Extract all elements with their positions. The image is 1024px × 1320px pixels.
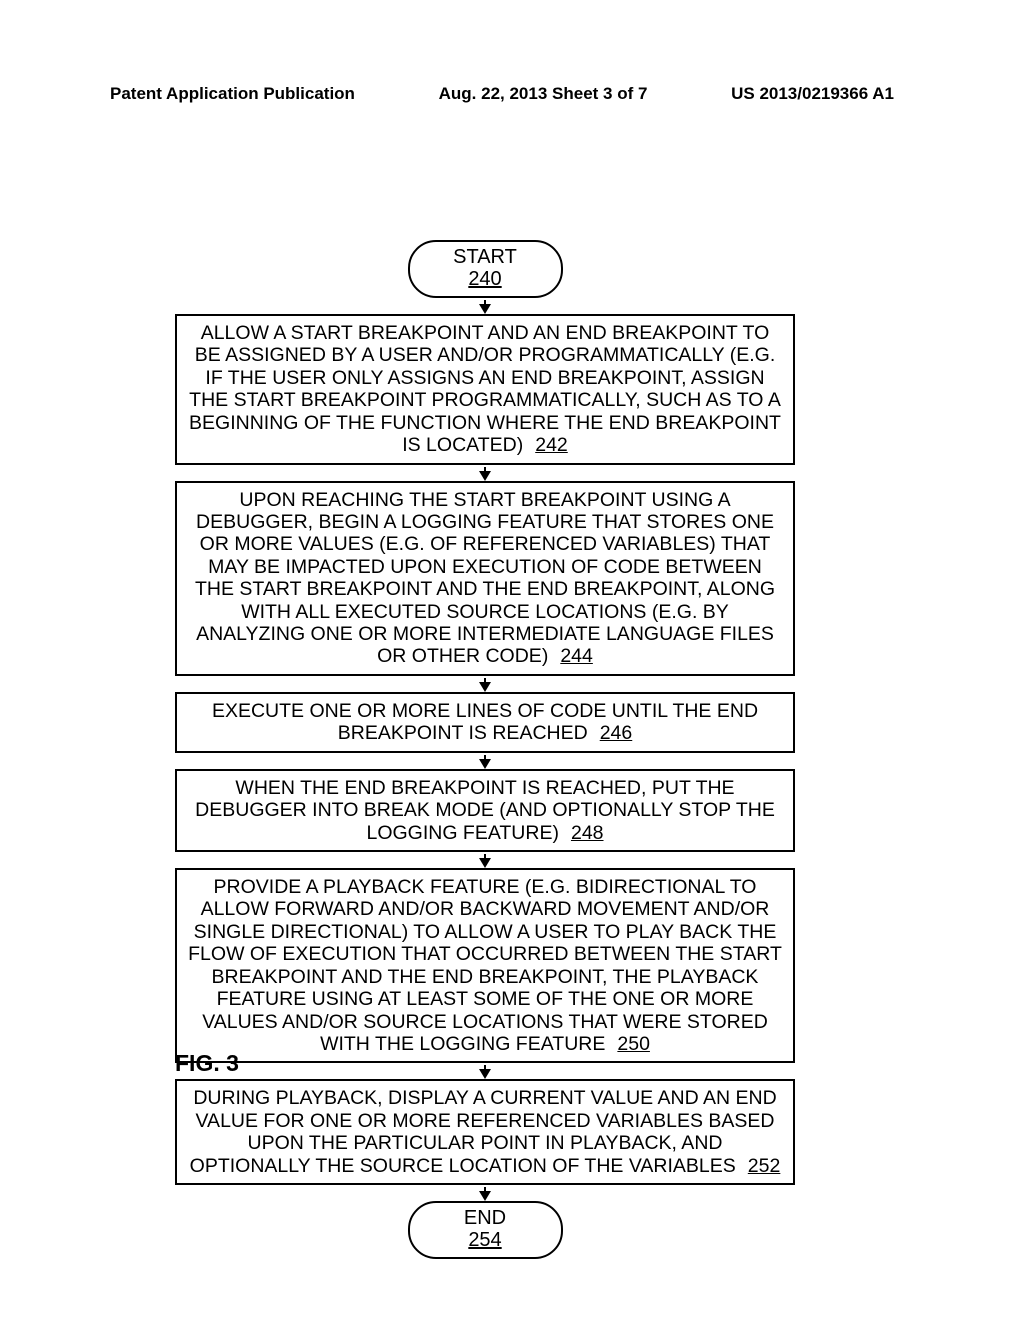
- header-left: Patent Application Publication: [110, 84, 355, 104]
- step-ref: 244: [548, 645, 593, 667]
- step-box: PROVIDE A PLAYBACK FEATURE (E.G. BIDIREC…: [175, 868, 795, 1063]
- start-label: START: [420, 246, 551, 268]
- step-ref: 252: [736, 1155, 781, 1177]
- step-box: ALLOW A START BREAKPOINT AND AN END BREA…: [175, 314, 795, 465]
- arrow-icon: [479, 759, 491, 769]
- end-terminal: END 254: [408, 1201, 563, 1259]
- step-text: DURING PLAYBACK, DISPLAY A CURRENT VALUE…: [190, 1087, 777, 1176]
- page: Patent Application Publication Aug. 22, …: [0, 0, 1024, 1320]
- step-box: WHEN THE END BREAKPOINT IS REACHED, PUT …: [175, 769, 795, 852]
- end-ref: 254: [420, 1229, 551, 1251]
- page-header: Patent Application Publication Aug. 22, …: [0, 84, 1024, 104]
- arrow-icon: [479, 682, 491, 692]
- step-text: UPON REACHING THE START BREAKPOINT USING…: [195, 489, 775, 668]
- arrow-icon: [479, 471, 491, 481]
- arrow-icon: [479, 1069, 491, 1079]
- step-ref: 248: [559, 822, 604, 844]
- arrow-icon: [479, 304, 491, 314]
- figure-label: FIG. 3: [175, 1050, 239, 1077]
- header-right: US 2013/0219366 A1: [731, 84, 894, 104]
- step-box: UPON REACHING THE START BREAKPOINT USING…: [175, 481, 795, 676]
- end-label: END: [420, 1207, 551, 1229]
- step-text: WHEN THE END BREAKPOINT IS REACHED, PUT …: [195, 777, 775, 844]
- step-box: EXECUTE ONE OR MORE LINES OF CODE UNTIL …: [175, 692, 795, 753]
- step-box: DURING PLAYBACK, DISPLAY A CURRENT VALUE…: [175, 1079, 795, 1185]
- step-text: EXECUTE ONE OR MORE LINES OF CODE UNTIL …: [212, 700, 758, 744]
- start-terminal: START 240: [408, 240, 563, 298]
- step-text: PROVIDE A PLAYBACK FEATURE (E.G. BIDIREC…: [188, 876, 782, 1055]
- step-ref: 246: [588, 722, 633, 744]
- step-ref: 250: [605, 1033, 650, 1055]
- start-ref: 240: [420, 268, 551, 290]
- arrow-icon: [479, 858, 491, 868]
- step-ref: 242: [523, 434, 568, 456]
- step-text: ALLOW A START BREAKPOINT AND AN END BREA…: [189, 322, 781, 456]
- arrow-icon: [479, 1191, 491, 1201]
- flowchart-diagram: START 240 ALLOW A START BREAKPOINT AND A…: [175, 240, 795, 1259]
- header-center: Aug. 22, 2013 Sheet 3 of 7: [439, 84, 648, 104]
